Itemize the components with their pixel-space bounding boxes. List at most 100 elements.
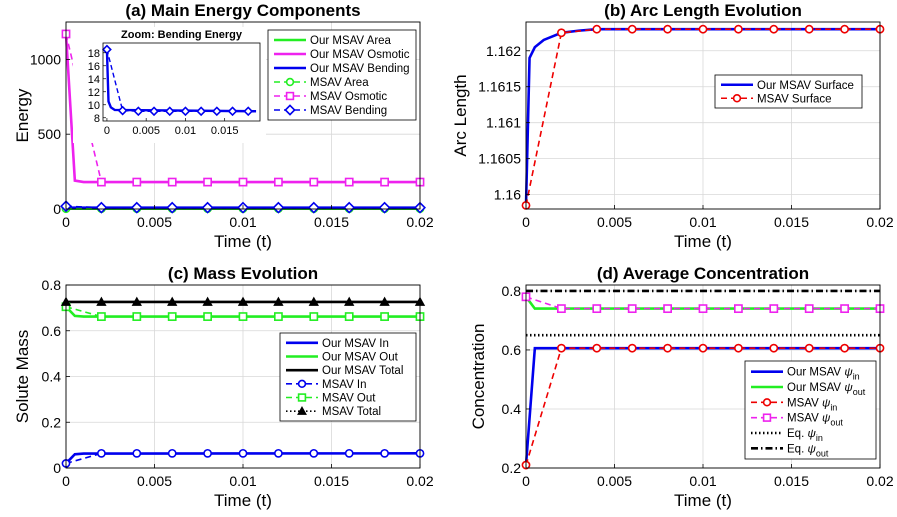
inset-x-tick-label: 0.015 — [211, 125, 239, 137]
x-tick-label: 0.02 — [406, 473, 433, 489]
legend-item: Our MSAV In — [286, 338, 389, 350]
inset-x-tick-label: 0 — [104, 125, 110, 137]
legend-item: Our MSAV ψin — [751, 367, 860, 382]
legend-label: Our MSAV ψout — [787, 382, 866, 397]
data-point — [273, 312, 283, 321]
y-axis-label: Solute Mass — [13, 330, 32, 424]
x-tick-label: 0.015 — [774, 473, 809, 489]
data-point — [840, 343, 849, 353]
legend-box — [714, 74, 863, 109]
x-axis-label: Time (t) — [674, 232, 732, 251]
x-tick-label: 0.005 — [597, 473, 632, 489]
data-point — [273, 177, 283, 187]
data-point — [379, 296, 390, 306]
chart-c: 0 0.005 0.01 0.015 0.02 0 0.2 0.4 0.6 0.8 (c) Mass… — [13, 264, 434, 510]
series-our-msav-in — [65, 452, 421, 465]
inset-background — [73, 27, 266, 143]
data-point — [592, 24, 602, 34]
inset-point — [149, 106, 159, 117]
y-axis-label: Concentration — [469, 324, 488, 430]
legend-label-sub: in — [853, 372, 860, 382]
legend-item: MSAV Area — [274, 77, 369, 89]
legend-marker — [297, 406, 307, 415]
data-point — [378, 201, 391, 214]
legend-item: MSAV In — [286, 379, 367, 391]
legend-label-psi: ψ — [807, 428, 816, 440]
legend-label-psi: ψ — [807, 443, 816, 455]
data-point — [380, 312, 389, 321]
y-axis-label: Arc Length — [451, 74, 470, 156]
legend-label: Our MSAV Surface — [757, 80, 854, 92]
legend-label-name: MSAV — [787, 397, 822, 409]
x-tick-label: 0.01 — [689, 473, 716, 489]
data-point — [556, 304, 566, 314]
series-msav-in — [521, 343, 885, 470]
grid — [525, 22, 881, 209]
legend-box — [267, 29, 417, 121]
data-point — [557, 28, 566, 38]
y-tick-label: 1.1615 — [478, 79, 521, 95]
x-axis-label: Time (t) — [214, 232, 272, 251]
data-point — [804, 343, 814, 353]
data-point — [131, 296, 142, 306]
data-point — [309, 177, 319, 187]
x-tick-label: 0 — [522, 473, 530, 489]
data-point — [130, 201, 143, 214]
legend-box — [744, 360, 877, 460]
legend-label-sub: out — [853, 387, 866, 397]
inset-point — [102, 44, 112, 55]
x-axis-label: Time (t) — [214, 491, 272, 510]
legend-label: Our MSAV ψin — [787, 367, 860, 382]
data-point — [167, 448, 177, 458]
data-point — [769, 24, 779, 34]
series-line — [525, 28, 880, 206]
data-point — [238, 312, 248, 321]
legend-label: MSAV Out — [322, 393, 376, 405]
data-point — [557, 343, 566, 353]
legend-label-name: Eq. — [787, 428, 807, 440]
x-tick-label: 0.005 — [597, 214, 632, 230]
legend-label: Our MSAV Area — [310, 35, 392, 47]
x-tick-label: 0.01 — [229, 473, 256, 489]
y-tick-label: 0.2 — [42, 414, 62, 430]
data-point — [132, 312, 142, 321]
legend-item: MSAV Bending — [274, 104, 387, 117]
data-point — [663, 24, 672, 34]
data-point — [238, 177, 248, 187]
data-point — [698, 24, 708, 34]
data-point — [663, 343, 672, 353]
y-tick-label: 0 — [53, 201, 61, 217]
legend-item: Our MSAV Total — [286, 365, 403, 377]
series-our-msav-out — [65, 305, 420, 318]
y-tick-label: 0.4 — [502, 401, 522, 417]
legend-a: Our MSAV Area Our MSAV Osmotic Our MSAV Be… — [267, 29, 417, 121]
data-point — [343, 201, 356, 214]
inset-point — [133, 106, 144, 117]
legend-marker — [297, 393, 307, 402]
chart-d: 0 0.005 0.01 0.015 0.02 0.2 0.4 0.6 0.8 (d) Avera… — [469, 264, 894, 510]
inset-box — [102, 42, 261, 122]
data-point — [96, 296, 107, 306]
data-point — [167, 177, 177, 187]
y-tick-label: 0.8 — [502, 283, 522, 299]
legend-marker — [284, 104, 296, 116]
data-point — [309, 312, 319, 321]
inset-point — [164, 106, 175, 117]
data-point — [698, 343, 708, 353]
inset-point — [180, 106, 191, 117]
data-point — [308, 296, 319, 306]
series-msav-surface — [521, 24, 885, 210]
series-msav-out — [61, 302, 425, 321]
series-line — [65, 452, 420, 465]
legend-label-psi: ψ — [822, 397, 831, 409]
x-tick-label: 0.015 — [314, 214, 349, 230]
x-tick-label: 0.01 — [689, 214, 716, 230]
legend-label-sub: out — [830, 418, 843, 428]
data-point — [167, 312, 177, 321]
y-tick-label: 0.2 — [502, 460, 522, 476]
legend-item: Eq. ψout — [751, 443, 829, 458]
x-tick-label: 0.02 — [866, 473, 893, 489]
legend-label: Our MSAV Out — [322, 352, 399, 364]
